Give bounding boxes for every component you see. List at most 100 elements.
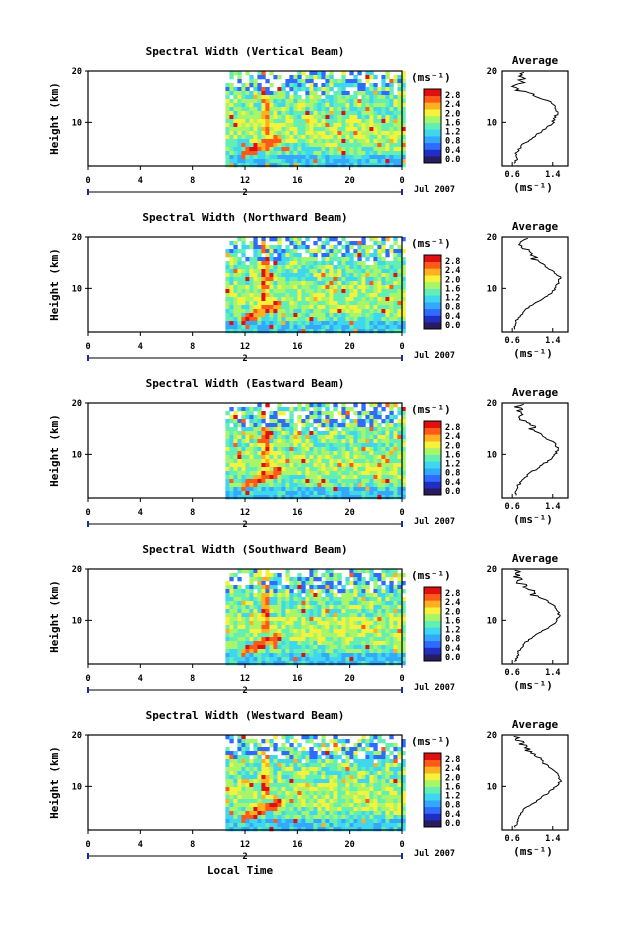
heatmap-cell (385, 479, 389, 483)
heatmap-cell (225, 613, 229, 617)
heatmap-cell (325, 625, 329, 629)
heatmap-cell (377, 103, 381, 107)
heatmap-cell (321, 495, 325, 499)
heatmap-cell (373, 633, 377, 637)
heatmap-cell (277, 95, 281, 99)
heatmap-cell (293, 241, 297, 245)
heatmap-cell (321, 613, 325, 617)
heatmap-cell (305, 759, 309, 763)
heatmap-cell (301, 609, 305, 613)
y-axis-label: Height (km) (48, 248, 61, 321)
heatmap-cell (313, 645, 317, 649)
heatmap-cell (321, 739, 325, 743)
heatmap-cell (357, 573, 361, 577)
heatmap-cell (369, 759, 373, 763)
heatmap-cell (293, 321, 297, 325)
heatmap-cell (345, 135, 349, 139)
heatmap-cell (293, 751, 297, 755)
heatmap-cell (325, 751, 329, 755)
colorbar-swatch (424, 455, 441, 462)
heatmap-cell (297, 795, 301, 799)
heatmap-cell (317, 463, 321, 467)
heatmap-cell (393, 95, 397, 99)
heatmap-cell (321, 637, 325, 641)
heatmap-cell (329, 491, 333, 495)
heatmap-cell (333, 159, 337, 163)
heatmap-cell (365, 163, 369, 167)
heatmap-cell (333, 479, 337, 483)
heatmap-cell (389, 431, 393, 435)
x-tick-label: 0 (399, 342, 404, 352)
heatmap-cell (233, 657, 237, 661)
heatmap-cell (389, 621, 393, 625)
heatmap-cell (325, 755, 329, 759)
heatmap-cell (309, 593, 313, 597)
heatmap-cell (333, 119, 337, 123)
heatmap-cell (389, 661, 393, 665)
heatmap-cell (297, 123, 301, 127)
heatmap-cell (397, 329, 401, 333)
heatmap-cell (321, 321, 325, 325)
heatmap-cell (309, 661, 313, 665)
heatmap-cell (385, 569, 389, 573)
heatmap-cell (285, 479, 289, 483)
heatmap-cell (397, 751, 401, 755)
heatmap-cell (237, 301, 241, 305)
heatmap-cell (265, 91, 269, 95)
heatmap-cell (301, 735, 305, 739)
heatmap-cell (353, 151, 357, 155)
heatmap-cell (225, 269, 229, 273)
heatmap-cell (349, 309, 353, 313)
heatmap-cell (397, 633, 401, 637)
heatmap-cell (269, 427, 273, 431)
heatmap-cell (273, 91, 277, 95)
heatmap-cell (289, 581, 293, 585)
heatmap-cell (309, 439, 313, 443)
heatmap-cell (273, 755, 277, 759)
heatmap-cell (361, 151, 365, 155)
heatmap-cell (353, 601, 357, 605)
heatmap-cell (305, 629, 309, 633)
heatmap-cell (265, 107, 269, 111)
heatmap-cell (229, 119, 233, 123)
heatmap-cell (357, 771, 361, 775)
heatmap-cell (237, 407, 241, 411)
heatmap-cell (357, 163, 361, 167)
heatmap-cell (261, 265, 265, 269)
heatmap-cell (293, 269, 297, 273)
heatmap-cell (317, 301, 321, 305)
heatmap-cell (249, 79, 253, 83)
heatmap-cell (369, 735, 373, 739)
heatmap-cell (297, 791, 301, 795)
heatmap-cell (237, 625, 241, 629)
heatmap-cell (237, 783, 241, 787)
heatmap-cell (381, 483, 385, 487)
heatmap-cell (233, 95, 237, 99)
heatmap-cell (249, 423, 253, 427)
heatmap-cell (285, 273, 289, 277)
heatmap-cell (353, 649, 357, 653)
heatmap-cell (369, 791, 373, 795)
heatmap-cell (381, 491, 385, 495)
heatmap-cell (341, 91, 345, 95)
heatmap-cell (389, 163, 393, 167)
heatmap-cell (397, 451, 401, 455)
heatmap-cell (305, 597, 309, 601)
heatmap-cell (325, 75, 329, 79)
heatmap-cell (305, 771, 309, 775)
heatmap-cell (345, 265, 349, 269)
heatmap-cell (285, 261, 289, 265)
panel-1: Spectral Width (Northward Beam)2010Heigh… (48, 211, 568, 364)
heatmap-cell (329, 431, 333, 435)
heatmap-cell (257, 253, 261, 257)
heatmap-cell (225, 317, 229, 321)
heatmap-cell (301, 807, 305, 811)
heatmap-cell (261, 435, 265, 439)
heatmap-cell (337, 115, 341, 119)
heatmap-cell (345, 795, 349, 799)
heatmap-cell (265, 281, 269, 285)
heatmap-cell (341, 463, 345, 467)
heatmap-cell (333, 407, 337, 411)
date-label: Jul 2007 (414, 351, 455, 361)
